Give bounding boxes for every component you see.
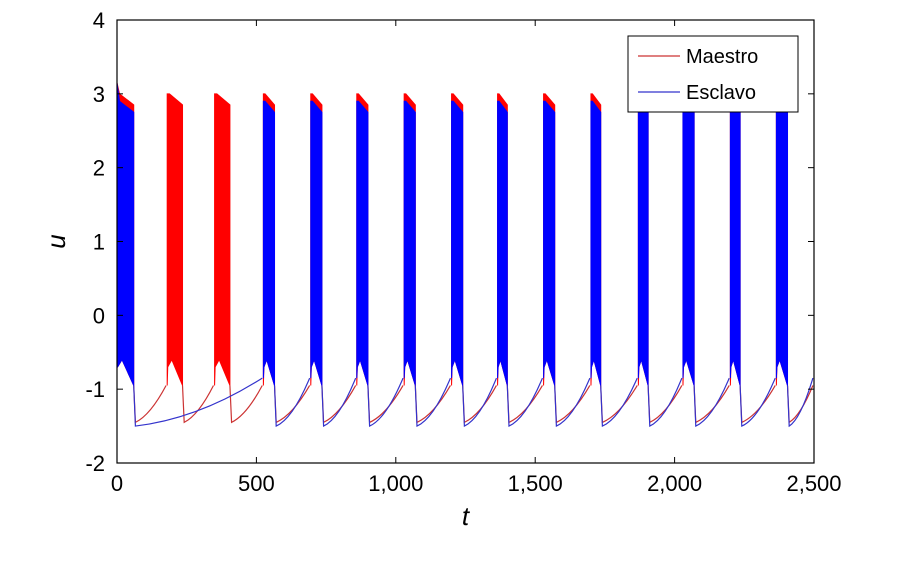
- x-tick-label: 1,500: [508, 471, 563, 496]
- y-axis-label: u: [41, 234, 71, 248]
- burst-esclavo: [637, 100, 649, 386]
- burst-maestro: [166, 93, 184, 386]
- burst-esclavo: [775, 100, 789, 386]
- burst-maestro: [214, 93, 231, 386]
- burst-esclavo: [262, 100, 276, 386]
- legend-label-esclavo: Esclavo: [686, 82, 756, 104]
- y-tick-label: 1: [93, 230, 105, 255]
- legend-label-maestro: Maestro: [686, 46, 758, 68]
- burst-esclavo: [543, 100, 556, 386]
- legend: Maestro Esclavo: [627, 35, 799, 113]
- recovery-maestro: [133, 385, 814, 424]
- y-tick-label: -1: [85, 377, 105, 402]
- y-tick-label: -2: [85, 451, 105, 476]
- burst-esclavo: [356, 100, 369, 386]
- recovery-esclavo: [133, 377, 814, 428]
- x-tick-label: 2,500: [786, 471, 841, 496]
- x-ticks: 0 500 1,000 1,500 2,000 2,500: [111, 20, 842, 496]
- burst-esclavo: [451, 100, 464, 386]
- y-tick-label: 2: [93, 156, 105, 181]
- burst-esclavo: [403, 100, 416, 386]
- y-tick-label: 3: [93, 82, 105, 107]
- y-tick-label: 0: [93, 303, 105, 328]
- burst-esclavo: [497, 100, 508, 386]
- x-tick-label: 0: [111, 471, 123, 496]
- burst-esclavo: [682, 100, 695, 386]
- y-ticks: -2 -1 0 1 2 3 4: [85, 8, 814, 476]
- burst-esclavo: [116, 82, 135, 386]
- plot-marks: [116, 82, 814, 428]
- burst-esclavo: [729, 100, 741, 386]
- y-tick-label: 4: [93, 8, 105, 33]
- x-axis-label: t: [462, 501, 471, 531]
- series-maestro: [116, 82, 814, 424]
- x-tick-label: 2,000: [647, 471, 702, 496]
- series-esclavo: [116, 82, 814, 428]
- legend-box: [627, 35, 799, 113]
- x-tick-label: 1,000: [368, 471, 423, 496]
- x-tick-label: 500: [238, 471, 275, 496]
- burst-esclavo: [590, 100, 602, 386]
- burst-esclavo: [310, 100, 323, 386]
